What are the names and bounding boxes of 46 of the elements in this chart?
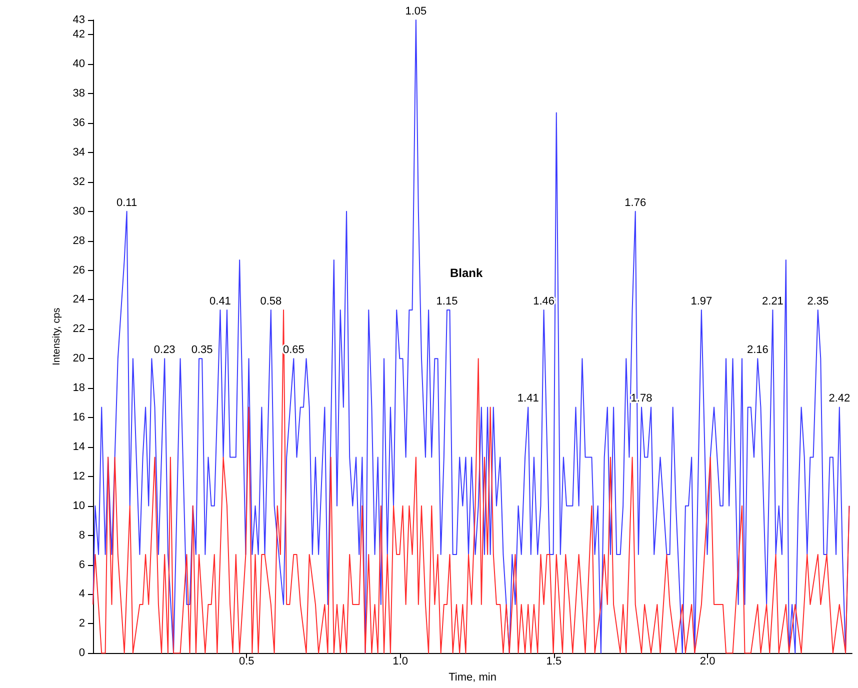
line-series: [92, 310, 850, 654]
text: Blank: [450, 266, 484, 280]
y-tick-label: 0: [78, 647, 85, 660]
y-tick-label: 20: [72, 352, 85, 365]
y-tick-label: 12: [72, 470, 85, 482]
x-axis-title: Time, min: [448, 672, 496, 684]
y-tick-label: 6: [78, 558, 85, 571]
y-tick-label: 34: [72, 146, 85, 159]
y-tick-label: 8: [78, 529, 85, 542]
annotation: 0.23: [154, 344, 176, 356]
y-tick-label: 22: [72, 323, 85, 336]
annotation: 0.11: [116, 196, 138, 209]
x-tick-label: 1.5: [546, 656, 562, 668]
annotation: 1.76: [624, 196, 646, 209]
annotation: 2.35: [807, 296, 829, 308]
annotation: 1.05: [405, 6, 427, 18]
y-tick-label: 2: [78, 618, 85, 630]
y-tick-label: 4: [78, 588, 85, 600]
y-tick-label: 28: [72, 234, 85, 247]
x-tick-label: 2.0: [700, 656, 716, 668]
y-tick-label: 14: [72, 440, 85, 453]
y-tick-label: 40: [72, 58, 85, 70]
y-tick-label: 26: [72, 264, 85, 276]
y-tick-label: 36: [72, 117, 85, 130]
y-tick-label: 16: [72, 412, 85, 424]
annotation: 1.46: [533, 296, 554, 308]
annotation: 0.35: [191, 344, 213, 356]
x-tick-label: 0.5: [238, 656, 254, 668]
y-axis-title: Intensity, cps: [51, 308, 62, 366]
annotation: 0.58: [260, 296, 282, 308]
y-tick-label: 10: [72, 500, 85, 512]
annotation: 1.41: [517, 392, 539, 405]
y-tick-label: 42: [72, 28, 85, 41]
annotation: 2.42: [828, 392, 850, 405]
y-tick-label: 18: [72, 382, 85, 394]
annotation: 2.21: [762, 296, 784, 308]
y-tick-label: 32: [72, 176, 85, 188]
y-tick-label: 24: [72, 294, 85, 306]
annotation: 0.41: [210, 296, 231, 308]
annotation: 2.16: [746, 344, 768, 356]
annotation: 1.97: [690, 296, 712, 308]
y-tick-label: 30: [72, 205, 85, 218]
x-tick-label: 1.0: [392, 656, 408, 668]
y-tick-label: 43: [72, 14, 85, 26]
annotation: 1.15: [436, 296, 458, 308]
y-tick-label: 38: [72, 88, 85, 100]
